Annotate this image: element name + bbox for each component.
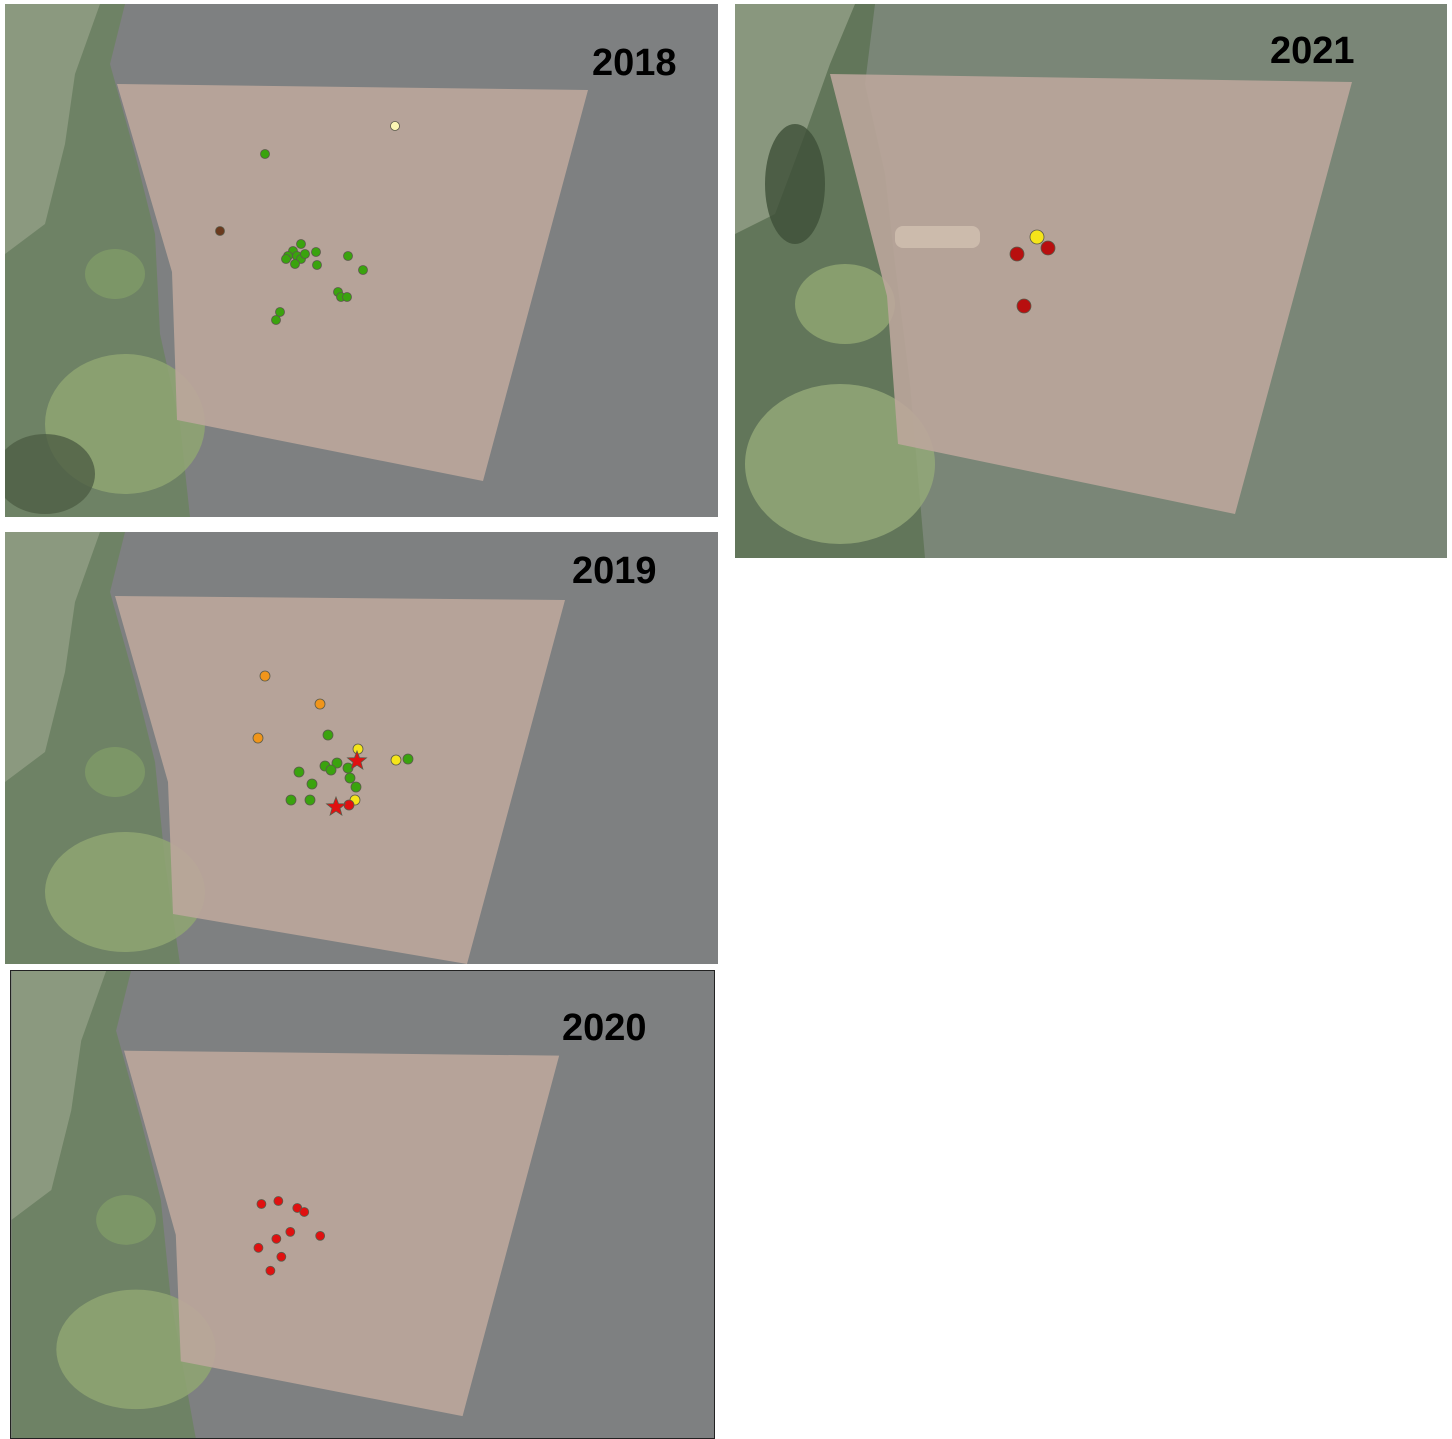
observation-point xyxy=(252,732,264,744)
survey-plot-polygon xyxy=(115,596,565,964)
observation-point xyxy=(343,251,353,261)
observation-point xyxy=(256,1199,267,1209)
observation-point xyxy=(260,149,270,159)
observation-point xyxy=(273,1196,284,1206)
observation-point xyxy=(296,239,306,249)
observation-point xyxy=(259,670,271,682)
year-label: 2018 xyxy=(592,42,677,84)
observation-points-2019 xyxy=(252,670,414,817)
observation-point xyxy=(276,1251,287,1262)
year-label: 2019 xyxy=(572,550,657,592)
survey-plot-polygon xyxy=(830,74,1352,514)
observation-points-2018 xyxy=(215,121,400,325)
map-canvas-2021 xyxy=(735,4,1447,558)
observation-point xyxy=(390,121,400,131)
observation-point xyxy=(293,766,305,778)
observation-point xyxy=(304,794,316,806)
map-panel-2020: 2020 xyxy=(10,970,715,1439)
observation-point xyxy=(290,259,300,269)
observation-star xyxy=(346,749,368,771)
observation-point xyxy=(271,1233,282,1244)
observation-point xyxy=(315,1230,326,1241)
observation-point xyxy=(325,764,337,776)
observation-point xyxy=(285,794,297,806)
observation-point xyxy=(281,254,291,264)
observation-point xyxy=(300,249,310,259)
observation-point xyxy=(343,799,355,811)
observation-star xyxy=(325,795,347,817)
observation-point xyxy=(306,778,318,790)
observation-point xyxy=(1016,298,1032,314)
map-canvas-2018 xyxy=(5,4,718,517)
observation-point xyxy=(390,754,402,766)
survey-plot-polygon xyxy=(124,1050,560,1417)
observation-point xyxy=(350,781,362,793)
map-panel-2021: 2021 xyxy=(735,4,1447,558)
observation-point xyxy=(275,307,285,317)
observation-point xyxy=(342,292,352,302)
observation-point xyxy=(344,772,356,784)
observation-point xyxy=(1040,240,1056,256)
observation-point xyxy=(265,1265,276,1276)
year-label: 2020 xyxy=(562,1007,647,1049)
observation-points-2021 xyxy=(1009,229,1056,314)
observation-point xyxy=(215,226,225,236)
observation-points-2020 xyxy=(253,1196,326,1276)
observation-point xyxy=(352,743,364,755)
observation-point xyxy=(285,1227,296,1237)
observation-point xyxy=(1029,229,1045,245)
observation-point xyxy=(271,315,281,325)
map-canvas-2019 xyxy=(5,532,718,964)
year-label: 2021 xyxy=(1270,30,1355,72)
observation-point xyxy=(299,1207,310,1217)
observation-point xyxy=(1009,246,1025,262)
map-canvas-2020 xyxy=(11,971,714,1438)
observation-point xyxy=(322,729,334,741)
observation-point xyxy=(311,247,321,257)
map-panel-2018: 2018 xyxy=(5,4,718,517)
survey-plot-polygon xyxy=(117,84,588,481)
observation-point xyxy=(314,698,326,710)
observation-point xyxy=(253,1242,264,1253)
observation-point xyxy=(312,260,322,270)
observation-point xyxy=(358,265,368,275)
observation-point xyxy=(402,753,414,765)
observation-point xyxy=(331,757,343,769)
map-panel-2019: 2019 xyxy=(5,532,718,964)
